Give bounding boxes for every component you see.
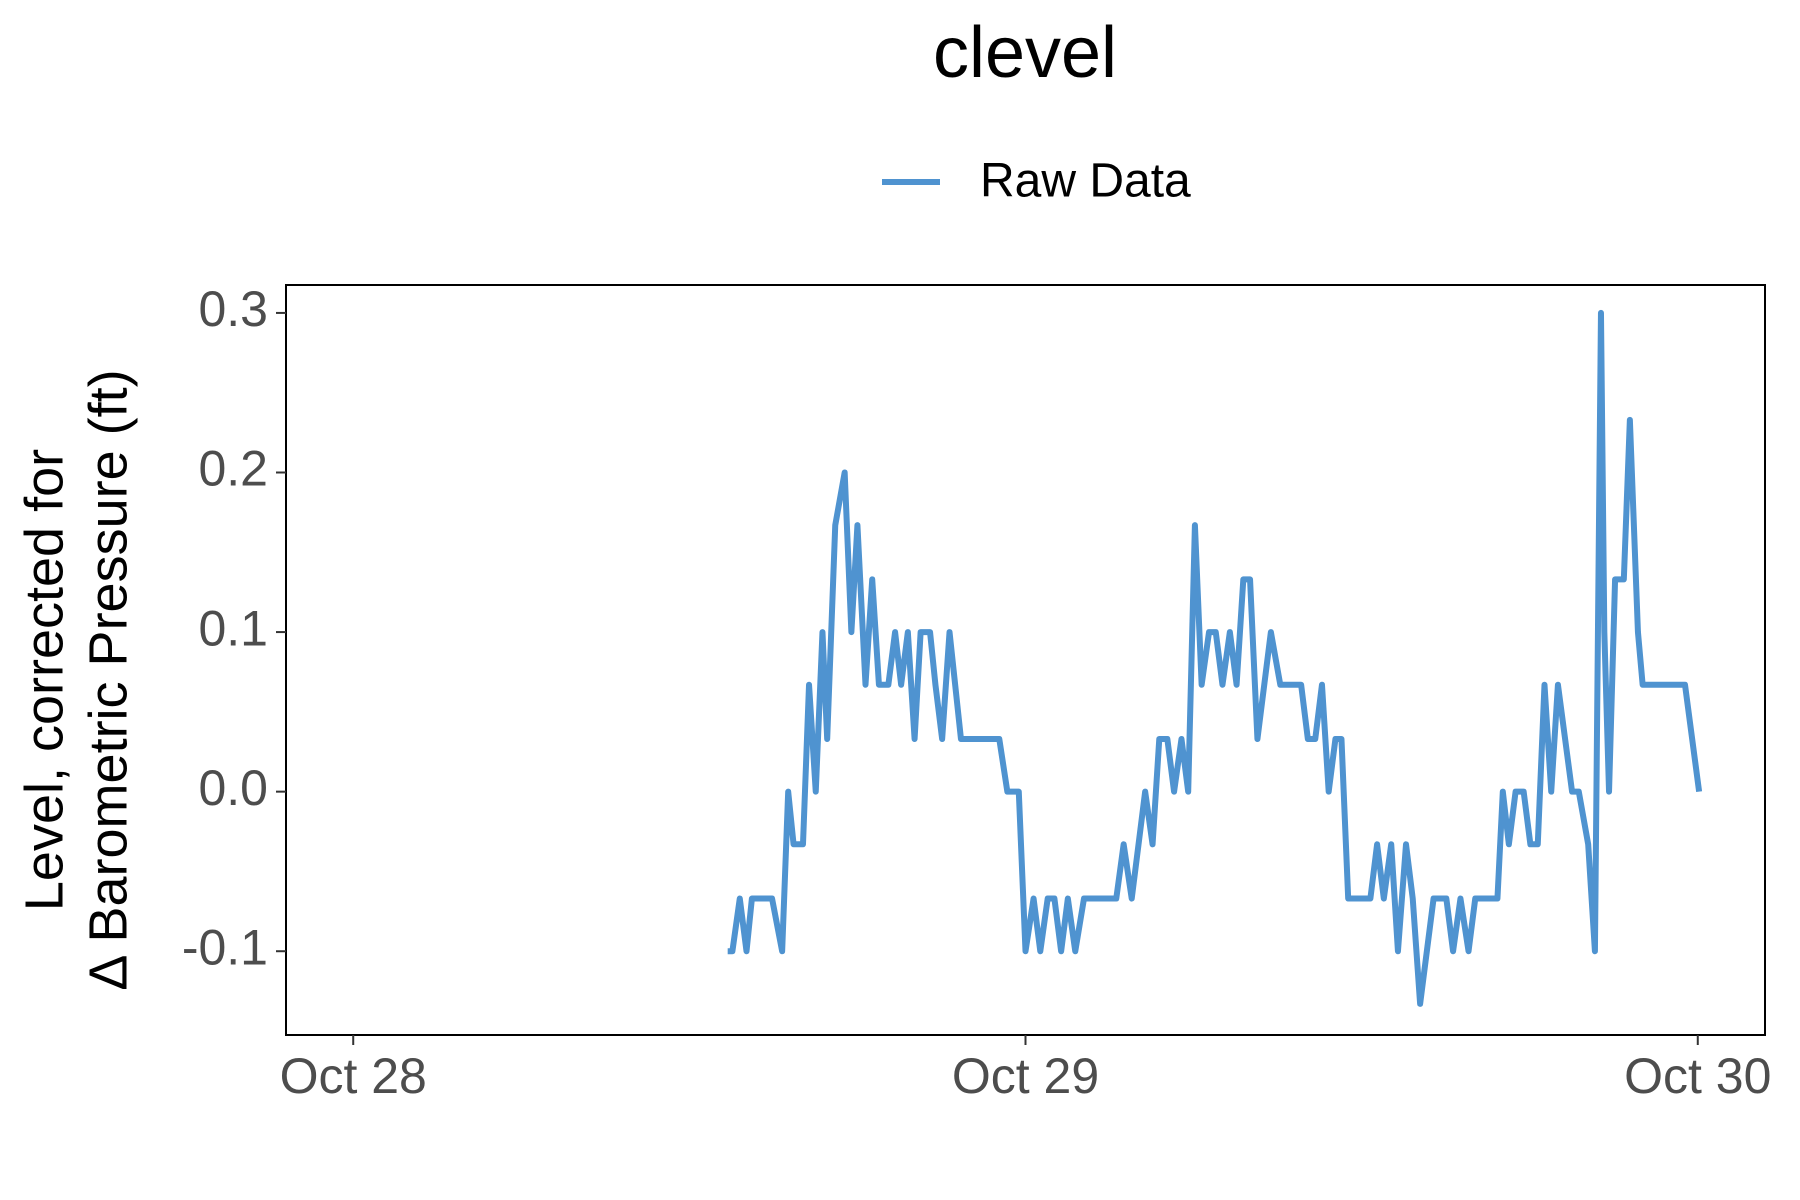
x-tick-label: Oct 29: [952, 1048, 1099, 1104]
chart-title: clevel: [933, 13, 1117, 93]
y-tick-label: -0.1: [182, 919, 268, 975]
y-axis-title: Δ Barometric Pressure (ft): [78, 369, 138, 990]
x-tick-label: Oct 28: [280, 1048, 427, 1104]
y-tick-label: 0.1: [198, 600, 268, 656]
data-line: [727, 309, 1703, 1007]
y-axis-title: Level, corrected for: [14, 449, 74, 911]
legend-label: Raw Data: [980, 155, 1191, 208]
y-tick-label: 0.2: [198, 441, 268, 497]
y-tick-label: 0.0: [198, 760, 268, 816]
x-tick-label: Oct 30: [1624, 1048, 1771, 1104]
y-tick-label: 0.3: [198, 281, 268, 337]
